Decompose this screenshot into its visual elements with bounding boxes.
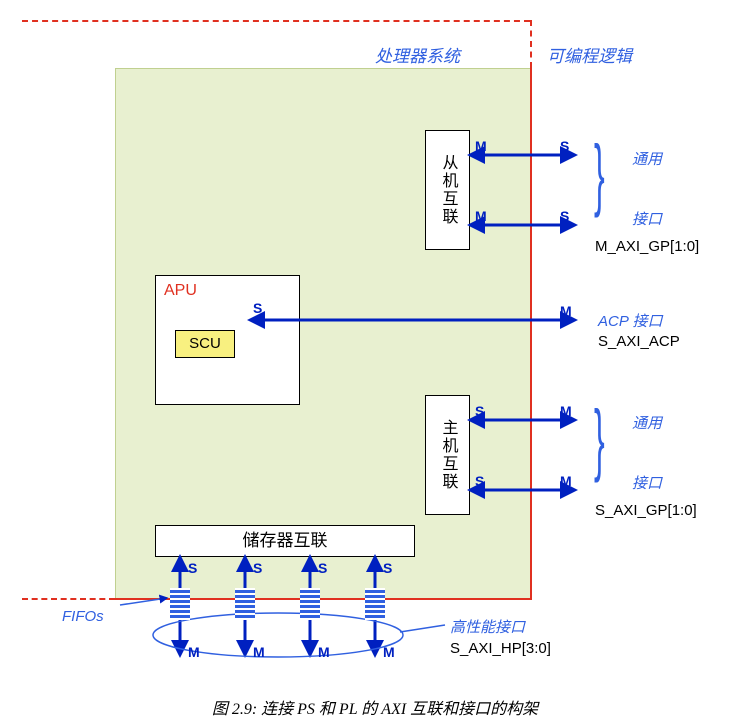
m-label: M bbox=[560, 473, 572, 489]
slave-interconnect: 从机互联 bbox=[425, 130, 470, 250]
s-label: S bbox=[560, 138, 569, 154]
hp-title: 高性能接口 bbox=[450, 616, 525, 637]
ps-border-top bbox=[22, 20, 530, 22]
m-label: M bbox=[560, 403, 572, 419]
ps-red-right bbox=[530, 68, 532, 600]
gp-s-title1: 通用 bbox=[632, 412, 662, 433]
s-label: S bbox=[383, 560, 392, 576]
gp-m-title2: 接口 bbox=[632, 208, 662, 229]
s-label: S bbox=[560, 208, 569, 224]
m-label: M bbox=[318, 644, 330, 660]
fifo-3 bbox=[365, 588, 385, 620]
gp-m-title1: 通用 bbox=[632, 148, 662, 169]
acp-title: ACP 接口 bbox=[598, 310, 662, 331]
fifo-0 bbox=[170, 588, 190, 620]
s-label: S bbox=[253, 560, 262, 576]
s-label: S bbox=[475, 403, 484, 419]
scu-block: SCU bbox=[175, 330, 235, 358]
fifo-1 bbox=[235, 588, 255, 620]
memory-interconnect: 储存器互联 bbox=[155, 525, 415, 557]
s-label: S bbox=[318, 560, 327, 576]
s-label: S bbox=[475, 473, 484, 489]
fifo-2 bbox=[300, 588, 320, 620]
ps-border-top-right bbox=[530, 20, 532, 68]
m-label: M bbox=[253, 644, 265, 660]
acp-name: S_AXI_ACP bbox=[598, 333, 680, 350]
gp-s-name: S_AXI_GP[1:0] bbox=[595, 502, 697, 519]
hp-name: S_AXI_HP[3:0] bbox=[450, 640, 551, 657]
m-label: M bbox=[475, 208, 487, 224]
master-interconnect: 主机互联 bbox=[425, 395, 470, 515]
pl-header: 可编程逻辑 bbox=[547, 42, 632, 67]
ps-border-bottom bbox=[22, 598, 115, 600]
diagram-canvas: 处理器系统 可编程逻辑 APU SCU 从机互联 主机互联 储存器互联 bbox=[0, 0, 750, 722]
m-label: M bbox=[188, 644, 200, 660]
brace-icon: } bbox=[594, 128, 605, 220]
m-label: M bbox=[475, 138, 487, 154]
brace-icon: } bbox=[594, 393, 605, 485]
s-label: S bbox=[188, 560, 197, 576]
gp-s-title2: 接口 bbox=[632, 472, 662, 493]
fifos-label: FIFOs bbox=[62, 608, 104, 625]
figure-caption: 图 2.9: 连接 PS 和 PL 的 AXI 互联和接口的构架 bbox=[0, 695, 750, 719]
gp-m-name: M_AXI_GP[1:0] bbox=[595, 238, 699, 255]
m-label: M bbox=[383, 644, 395, 660]
apu-label: APU bbox=[156, 276, 299, 306]
ps-header: 处理器系统 bbox=[375, 42, 460, 67]
s-label: S bbox=[253, 300, 262, 316]
m-label: M bbox=[560, 303, 572, 319]
